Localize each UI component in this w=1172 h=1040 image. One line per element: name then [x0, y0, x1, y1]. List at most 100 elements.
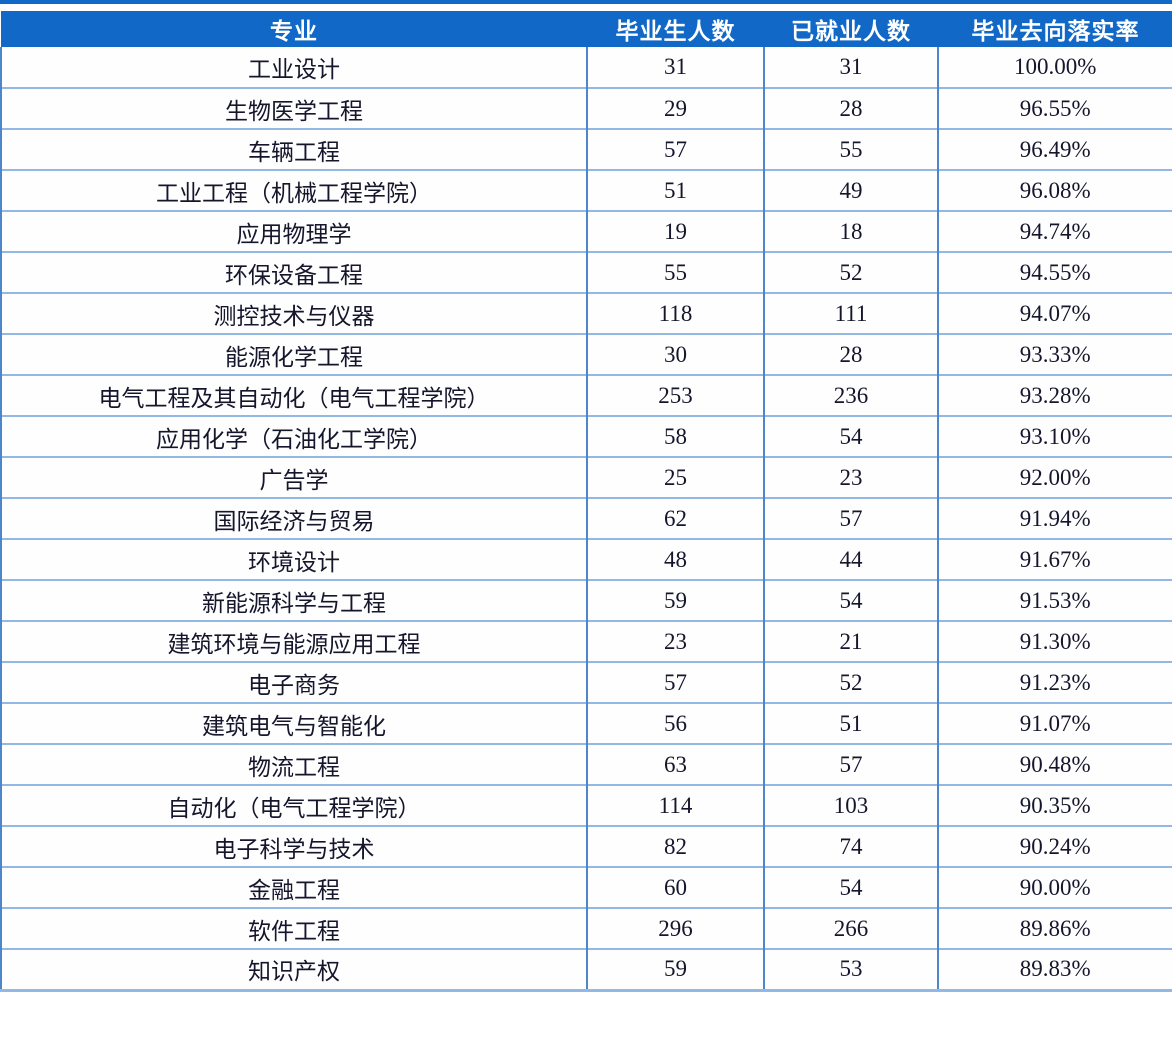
- table-row: 广告学 25 23 92.00%: [0, 456, 1172, 498]
- table-row: 建筑环境与能源应用工程 23 21 91.30%: [0, 620, 1172, 662]
- graduates-cell: 253: [586, 374, 764, 416]
- major-cell: 自动化（电气工程学院）: [0, 784, 587, 826]
- table-row: 电子商务 57 52 91.23%: [0, 661, 1172, 703]
- major-cell: 电气工程及其自动化（电气工程学院）: [0, 374, 587, 416]
- rate-cell: 94.07%: [937, 292, 1172, 334]
- major-cell: 物流工程: [0, 743, 587, 785]
- rate-cell: 91.23%: [937, 661, 1172, 703]
- graduates-cell: 48: [586, 538, 764, 580]
- table-row: 电气工程及其自动化（电气工程学院） 253 236 93.28%: [0, 374, 1172, 416]
- rate-cell: 93.28%: [937, 374, 1172, 416]
- employed-cell: 44: [763, 538, 938, 580]
- rate-cell: 89.83%: [937, 948, 1172, 992]
- graduates-cell: 23: [586, 620, 764, 662]
- employed-cell: 18: [763, 210, 938, 252]
- rate-cell: 90.24%: [937, 825, 1172, 867]
- graduates-cell: 59: [586, 579, 764, 621]
- major-cell: 环境设计: [0, 538, 587, 580]
- employed-cell: 54: [763, 579, 938, 621]
- rate-cell: 100.00%: [937, 47, 1172, 88]
- rate-cell: 90.35%: [937, 784, 1172, 826]
- employed-cell: 266: [763, 907, 938, 949]
- table-row: 软件工程 296 266 89.86%: [0, 907, 1172, 949]
- employed-cell: 28: [763, 87, 938, 129]
- major-cell: 金融工程: [0, 866, 587, 908]
- graduates-cell: 58: [586, 415, 764, 457]
- graduates-cell: 25: [586, 456, 764, 498]
- table-row: 知识产权 59 53 89.83%: [0, 948, 1172, 992]
- employment-rate-table: 专业 毕业生人数 已就业人数 毕业去向落实率 工业设计 31 31 100.00% 生物…: [0, 11, 1172, 992]
- employed-cell: 31: [763, 47, 938, 88]
- table-row: 车辆工程 57 55 96.49%: [0, 128, 1172, 170]
- rate-cell: 96.08%: [937, 169, 1172, 211]
- graduates-cell: 59: [586, 948, 764, 992]
- graduates-cell: 31: [586, 47, 764, 88]
- major-cell: 电子科学与技术: [0, 825, 587, 867]
- table-row: 建筑电气与智能化 56 51 91.07%: [0, 702, 1172, 744]
- col-header-major: 专业: [1, 11, 587, 47]
- table-row: 应用物理学 19 18 94.74%: [0, 210, 1172, 252]
- table-header: 专业 毕业生人数 已就业人数 毕业去向落实率: [1, 11, 1172, 47]
- table-row: 生物医学工程 29 28 96.55%: [0, 87, 1172, 129]
- rate-cell: 92.00%: [937, 456, 1172, 498]
- major-cell: 工业设计: [0, 47, 587, 88]
- table-row: 能源化学工程 30 28 93.33%: [0, 333, 1172, 375]
- graduates-cell: 57: [586, 661, 764, 703]
- major-cell: 电子商务: [0, 661, 587, 703]
- rate-cell: 93.10%: [937, 415, 1172, 457]
- major-cell: 知识产权: [0, 948, 587, 992]
- top-accent-bar: [0, 0, 1172, 4]
- table-row: 国际经济与贸易 62 57 91.94%: [0, 497, 1172, 539]
- employed-cell: 236: [763, 374, 938, 416]
- graduates-cell: 51: [586, 169, 764, 211]
- rate-cell: 96.55%: [937, 87, 1172, 129]
- graduates-cell: 19: [586, 210, 764, 252]
- major-cell: 新能源科学与工程: [0, 579, 587, 621]
- rate-cell: 93.33%: [937, 333, 1172, 375]
- table-row: 金融工程 60 54 90.00%: [0, 866, 1172, 908]
- table-row: 测控技术与仪器 118 111 94.07%: [0, 292, 1172, 334]
- col-header-rate: 毕业去向落实率: [938, 11, 1172, 47]
- major-cell: 应用物理学: [0, 210, 587, 252]
- col-header-graduates: 毕业生人数: [587, 11, 764, 47]
- rate-cell: 94.74%: [937, 210, 1172, 252]
- rate-cell: 91.30%: [937, 620, 1172, 662]
- employed-cell: 54: [763, 415, 938, 457]
- table-row: 自动化（电气工程学院） 114 103 90.35%: [0, 784, 1172, 826]
- major-cell: 能源化学工程: [0, 333, 587, 375]
- employed-cell: 51: [763, 702, 938, 744]
- major-cell: 生物医学工程: [0, 87, 587, 129]
- major-cell: 测控技术与仪器: [0, 292, 587, 334]
- table-row: 工业设计 31 31 100.00%: [0, 47, 1172, 88]
- major-cell: 应用化学（石油化工学院）: [0, 415, 587, 457]
- graduates-cell: 56: [586, 702, 764, 744]
- table-body: 工业设计 31 31 100.00% 生物医学工程 29 28 96.55% 车辆工程 57 55 9…: [0, 47, 1172, 992]
- rate-cell: 89.86%: [937, 907, 1172, 949]
- graduates-cell: 55: [586, 251, 764, 293]
- employed-cell: 28: [763, 333, 938, 375]
- employed-cell: 103: [763, 784, 938, 826]
- employed-cell: 57: [763, 743, 938, 785]
- table-row: 环保设备工程 55 52 94.55%: [0, 251, 1172, 293]
- major-cell: 建筑环境与能源应用工程: [0, 620, 587, 662]
- major-cell: 广告学: [0, 456, 587, 498]
- graduates-cell: 30: [586, 333, 764, 375]
- rate-cell: 90.48%: [937, 743, 1172, 785]
- table-row: 物流工程 63 57 90.48%: [0, 743, 1172, 785]
- header-row: 专业 毕业生人数 已就业人数 毕业去向落实率: [1, 11, 1172, 47]
- graduates-cell: 60: [586, 866, 764, 908]
- employed-cell: 52: [763, 661, 938, 703]
- table-row: 工业工程（机械工程学院） 51 49 96.08%: [0, 169, 1172, 211]
- graduates-cell: 29: [586, 87, 764, 129]
- graduates-cell: 82: [586, 825, 764, 867]
- major-cell: 国际经济与贸易: [0, 497, 587, 539]
- rate-cell: 96.49%: [937, 128, 1172, 170]
- employed-cell: 53: [763, 948, 938, 992]
- employed-cell: 74: [763, 825, 938, 867]
- employed-cell: 49: [763, 169, 938, 211]
- rate-cell: 91.07%: [937, 702, 1172, 744]
- table-row: 环境设计 48 44 91.67%: [0, 538, 1172, 580]
- employed-cell: 23: [763, 456, 938, 498]
- employed-cell: 21: [763, 620, 938, 662]
- employed-cell: 52: [763, 251, 938, 293]
